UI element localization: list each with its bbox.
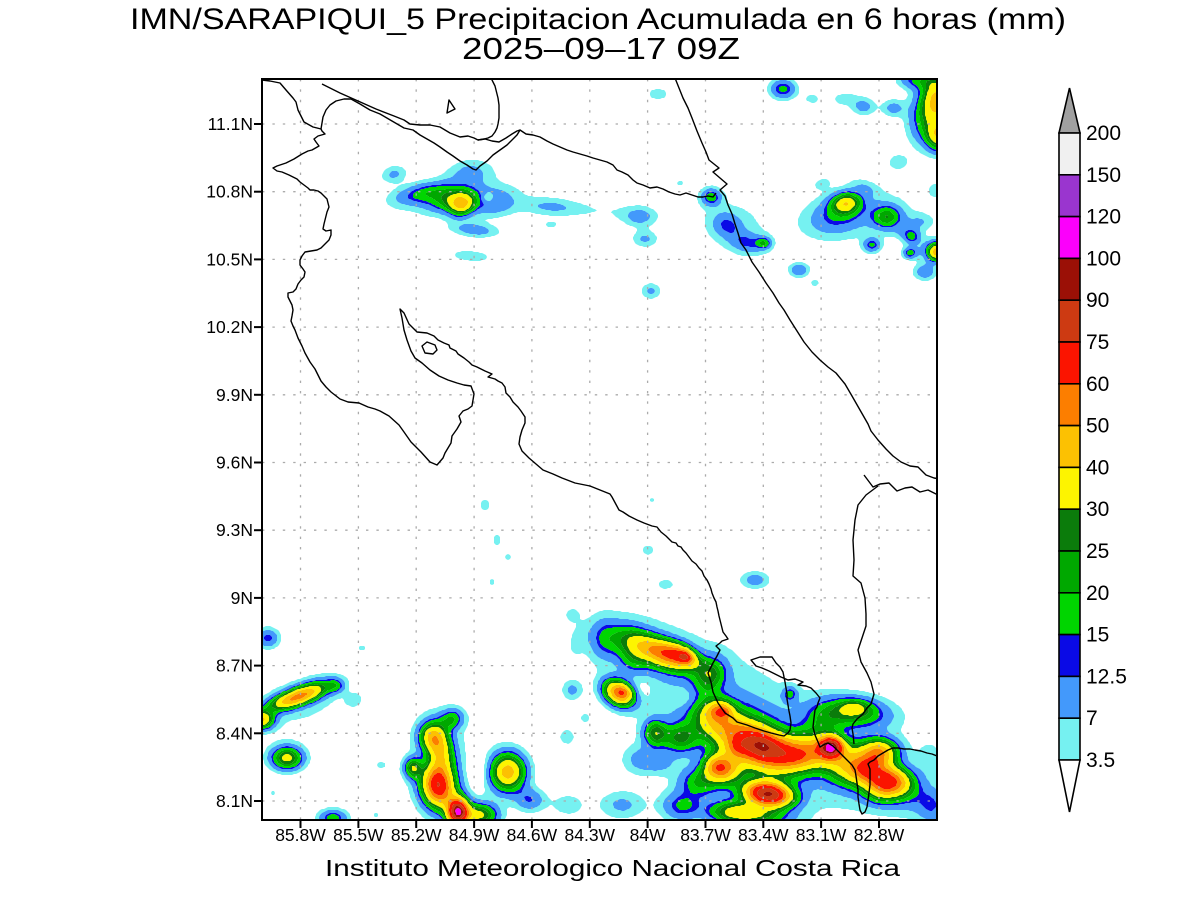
svg-text:9.6N: 9.6N: [216, 453, 253, 473]
svg-text:83.7W: 83.7W: [680, 825, 731, 845]
svg-text:84W: 84W: [630, 825, 666, 845]
svg-text:9.3N: 9.3N: [216, 520, 253, 540]
svg-text:75: 75: [1086, 331, 1109, 354]
svg-text:120: 120: [1086, 206, 1121, 229]
svg-text:200: 200: [1086, 122, 1121, 145]
svg-text:IMN/SARAPIQUI_5 Precipitacion: IMN/SARAPIQUI_5 Precipitacion Acumulada …: [130, 3, 1066, 36]
svg-text:85.2W: 85.2W: [391, 825, 442, 845]
svg-text:85.5W: 85.5W: [333, 825, 384, 845]
svg-text:83.1W: 83.1W: [796, 825, 847, 845]
svg-text:11.1N: 11.1N: [208, 114, 253, 134]
svg-text:12.5: 12.5: [1086, 665, 1127, 688]
svg-text:83.4W: 83.4W: [738, 825, 789, 845]
svg-text:85.8W: 85.8W: [275, 825, 326, 845]
svg-text:10.8N: 10.8N: [206, 182, 253, 202]
svg-text:82.8W: 82.8W: [854, 825, 905, 845]
svg-text:8.7N: 8.7N: [216, 656, 253, 676]
svg-text:50: 50: [1086, 415, 1109, 438]
svg-text:90: 90: [1086, 289, 1109, 312]
svg-text:9.9N: 9.9N: [216, 385, 253, 405]
svg-text:84.6W: 84.6W: [507, 825, 558, 845]
svg-text:84.3W: 84.3W: [565, 825, 616, 845]
svg-text:2025–09–17 09Z: 2025–09–17 09Z: [462, 31, 740, 66]
svg-text:8.4N: 8.4N: [216, 723, 253, 743]
svg-text:100: 100: [1086, 247, 1121, 270]
svg-text:3.5: 3.5: [1086, 749, 1115, 772]
svg-text:40: 40: [1086, 456, 1109, 479]
svg-text:60: 60: [1086, 373, 1109, 396]
svg-text:10.5N: 10.5N: [206, 249, 253, 269]
svg-text:10.2N: 10.2N: [206, 317, 253, 337]
svg-text:7: 7: [1086, 707, 1098, 730]
svg-text:9N: 9N: [231, 588, 253, 608]
svg-text:15: 15: [1086, 624, 1109, 647]
svg-text:25: 25: [1086, 540, 1109, 563]
svg-text:8.1N: 8.1N: [216, 791, 253, 811]
svg-text:20: 20: [1086, 582, 1109, 605]
svg-text:84.9W: 84.9W: [449, 825, 500, 845]
svg-text:150: 150: [1086, 164, 1121, 187]
svg-text:30: 30: [1086, 498, 1109, 521]
svg-text:Instituto Meteorologico Nacion: Instituto Meteorologico Nacional Costa R…: [325, 855, 900, 881]
